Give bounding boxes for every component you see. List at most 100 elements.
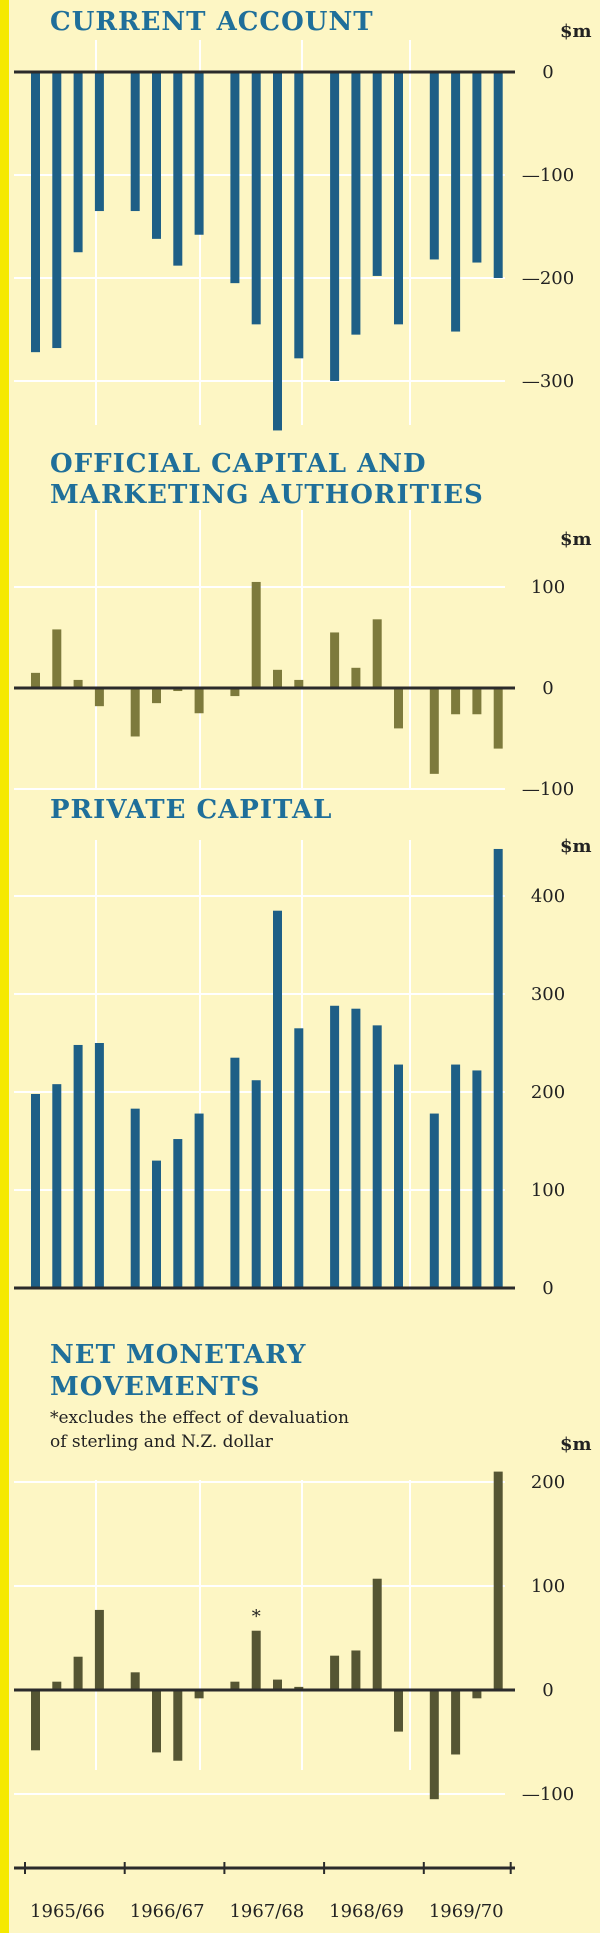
left-color-strip xyxy=(0,0,9,1933)
bar xyxy=(429,1690,439,1800)
bar xyxy=(294,1686,304,1690)
bar xyxy=(451,72,461,332)
bar xyxy=(52,72,62,349)
bar xyxy=(451,1064,461,1288)
bar xyxy=(394,72,403,325)
bar xyxy=(493,848,503,1288)
y-tick-label: 100 xyxy=(531,1576,565,1597)
bar xyxy=(173,72,183,266)
bar xyxy=(451,688,461,715)
bar xyxy=(273,72,282,431)
chart-note: *excludes the effect of devaluation xyxy=(50,1408,349,1428)
bar xyxy=(472,1070,482,1288)
bar xyxy=(372,1025,382,1288)
bar xyxy=(372,1578,382,1690)
bar xyxy=(31,1093,40,1288)
bar xyxy=(251,1630,261,1690)
bar xyxy=(472,1690,482,1699)
bar xyxy=(372,72,382,276)
axis-unit-label: $m xyxy=(560,21,592,42)
bar xyxy=(351,1650,361,1690)
bar xyxy=(394,1690,403,1732)
bar xyxy=(31,672,40,688)
bar xyxy=(194,1113,204,1288)
bar xyxy=(173,688,183,692)
bar xyxy=(330,1655,340,1690)
y-tick-label: 100 xyxy=(531,577,565,598)
axis-unit-label: $m xyxy=(560,836,592,857)
y-tick-label: —100 xyxy=(522,165,574,186)
bar xyxy=(130,1672,140,1690)
chart-title: NET MONETARY xyxy=(50,1340,306,1370)
y-tick-label: —300 xyxy=(522,371,574,392)
bar xyxy=(493,1471,503,1690)
bar xyxy=(330,632,340,688)
bar xyxy=(451,1690,461,1755)
chart-title: CURRENT ACCOUNT xyxy=(50,7,374,37)
y-tick-label: 100 xyxy=(531,1180,565,1201)
bar xyxy=(52,629,62,688)
bar xyxy=(429,72,439,260)
x-category-label: 1969/70 xyxy=(429,1901,504,1922)
bar xyxy=(230,72,240,284)
bar xyxy=(173,1139,183,1288)
bar xyxy=(152,1690,161,1753)
bar xyxy=(294,1028,304,1288)
bar xyxy=(330,1005,340,1288)
bar xyxy=(52,1681,62,1690)
bar xyxy=(351,72,361,335)
asterisk-marker: * xyxy=(252,1607,261,1628)
chart-panel-3: PRIVATE CAPITAL $m 400 300 200 100 0 xyxy=(14,795,592,1299)
y-tick-label: 300 xyxy=(531,984,565,1005)
bar xyxy=(130,688,140,737)
x-category-label: 1968/69 xyxy=(329,1901,404,1922)
bar xyxy=(73,72,83,253)
chart-title: OFFICIAL CAPITAL AND xyxy=(50,449,427,479)
bar xyxy=(230,688,240,697)
bar xyxy=(429,1113,439,1288)
bar xyxy=(73,1044,83,1288)
bar xyxy=(429,688,439,774)
y-tick-label: 400 xyxy=(531,886,565,907)
axis-unit-label: $m xyxy=(560,529,592,550)
y-tick-label: 0 xyxy=(542,1278,553,1299)
y-tick-label: —200 xyxy=(522,268,574,289)
bar xyxy=(230,1057,240,1288)
bar xyxy=(130,1108,140,1288)
y-tick-label: 200 xyxy=(531,1472,565,1493)
y-tick-label: 0 xyxy=(542,1680,553,1701)
y-tick-label: —100 xyxy=(522,779,574,800)
chart-title: MARKETING AUTHORITIES xyxy=(50,480,484,510)
bar xyxy=(273,910,282,1288)
chart-note: of sterling and N.Z. dollar xyxy=(50,1432,274,1452)
bar xyxy=(273,1679,282,1690)
chart-title: MOVEMENTS xyxy=(50,1372,260,1402)
bar xyxy=(194,72,204,235)
bar xyxy=(94,1609,104,1690)
axis-unit-label: $m xyxy=(560,1434,592,1455)
bar xyxy=(31,72,40,353)
bar xyxy=(194,1690,204,1699)
x-category-label: 1967/68 xyxy=(229,1901,304,1922)
bar xyxy=(493,72,503,278)
bar xyxy=(351,667,361,688)
bar xyxy=(230,1681,240,1690)
bar xyxy=(351,1008,361,1288)
bar xyxy=(251,581,261,688)
bar xyxy=(472,72,482,263)
bar xyxy=(472,688,482,715)
y-tick-label: —100 xyxy=(522,1784,574,1805)
bar xyxy=(394,1064,403,1288)
y-tick-label: 0 xyxy=(542,678,553,699)
bar xyxy=(251,1080,261,1288)
bar xyxy=(31,1690,40,1751)
x-category-label: 1966/67 xyxy=(130,1901,205,1922)
bar xyxy=(73,1656,83,1690)
bar xyxy=(251,72,261,325)
bar xyxy=(294,72,304,359)
bar xyxy=(152,72,161,239)
bar xyxy=(394,688,403,729)
